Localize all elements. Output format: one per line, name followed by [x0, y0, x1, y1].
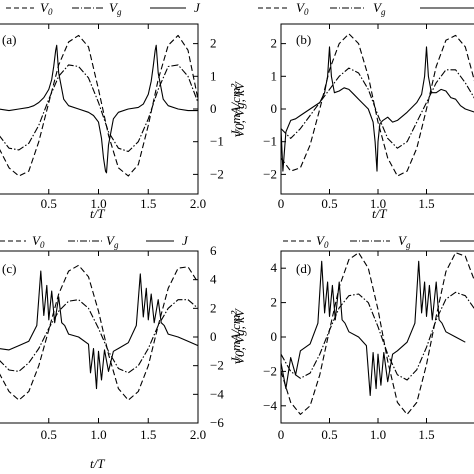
- y-tick-label: 4: [210, 272, 217, 287]
- y-axis-title-d: V0, Vg, kV: [232, 307, 247, 365]
- legend-b-vg-label: Vg: [373, 0, 386, 17]
- legend-d-v0-label: V0: [316, 233, 329, 250]
- y-tick-label: −2: [210, 358, 224, 373]
- x-tick-label: 0.5: [41, 196, 57, 211]
- legend-d-vg-label: Vg: [398, 233, 411, 250]
- series-line-vg: [280, 67, 474, 149]
- y-tick-label: 0: [210, 329, 217, 344]
- ticks-b: 0 0.5 1.0 1.5 2 1 0 −1 −2: [263, 24, 435, 211]
- legend-c-vg-label: Vg: [106, 233, 119, 250]
- x-tick-label: 1.5: [140, 427, 156, 442]
- legend-b-v0-label: V0: [296, 0, 309, 17]
- y-axis-title-c: J, mA/cm²: [228, 310, 243, 363]
- series-line-j: [280, 46, 474, 172]
- legend-a: V0 Vg J: [6, 0, 201, 17]
- series-d: [280, 252, 474, 415]
- panel-label-a: (a): [2, 32, 16, 47]
- y-tick-label: 2: [271, 36, 278, 51]
- legend-c-v0-label: V0: [32, 233, 45, 250]
- x-tick-label: 1.0: [90, 427, 106, 442]
- panel-a: V0 Vg J (a) 0.5 1.0 1.5 2.0 2 1 0 −1 −2 t/T J, m…: [0, 0, 243, 221]
- x-tick-label: 1.5: [140, 196, 156, 211]
- x-tick-label: 2.0: [190, 427, 206, 442]
- x-tick-label: 1.0: [370, 196, 386, 211]
- ticks-a: 0.5 1.0 1.5 2.0 2 1 0 −1 −2: [41, 24, 224, 211]
- legend-c: V0 Vg J: [0, 233, 189, 250]
- legend-d: V0 Vg: [283, 233, 474, 250]
- series-b: [280, 33, 474, 177]
- ticks-d: 0 0.5 1.0 1.5 4 2 0 −2 −4: [263, 251, 435, 442]
- panel-d: V0 Vg (d) 0 0.5 1.0 1.5 4 2 0 −2 −4 V0, Vg, kV: [232, 233, 474, 442]
- panel-b: V0 Vg (b) 0 0.5 1.0 1.5 2 1 0 −1 −2 t/T V0, Vg, …: [232, 0, 474, 221]
- y-tick-label: −2: [263, 166, 277, 181]
- x-tick-label: 0.5: [41, 427, 57, 442]
- series-line-v0: [280, 252, 474, 415]
- y-axis-title-a: J, mA/cm²: [228, 83, 243, 136]
- series-a: [0, 34, 199, 177]
- panel-label-d: (d): [296, 261, 311, 276]
- y-tick-label: −4: [263, 398, 277, 413]
- series-line-j: [0, 270, 199, 390]
- x-tick-label: 1.5: [418, 196, 434, 211]
- series-c: [0, 264, 199, 401]
- legend-a-v0-label: V0: [40, 0, 53, 17]
- x-axis-title-b: t/T: [372, 206, 387, 221]
- y-tick-label: 0: [271, 101, 278, 116]
- series-line-j: [0, 44, 198, 174]
- plot-frame-d: [280, 250, 474, 424]
- y-tick-label: 4: [271, 260, 278, 275]
- y-tick-label: −2: [210, 166, 224, 181]
- series-line-vg: [280, 291, 474, 381]
- series-line-vg: [0, 64, 199, 153]
- y-tick-label: 6: [210, 243, 217, 258]
- x-tick-label: 1.0: [370, 427, 386, 442]
- series-line-v0: [0, 34, 199, 177]
- y-tick-label: 1: [271, 68, 278, 83]
- x-tick-label: 0.5: [321, 427, 337, 442]
- y-tick-label: 2: [210, 36, 217, 51]
- x-axis-title-a: t/T: [90, 206, 105, 221]
- plot-frame-c: [0, 250, 199, 424]
- x-tick-label: 2.0: [190, 196, 206, 211]
- series-line-j: [280, 260, 466, 397]
- panel-label-b: (b): [296, 32, 311, 47]
- y-tick-label: 0: [210, 101, 217, 116]
- x-tick-label: 1.5: [418, 427, 434, 442]
- legend-b: V0 Vg: [258, 0, 474, 17]
- panel-c: V0 Vg J (c) 0.5 1.0 1.5 2.0 6 4 2 0 −2 −4 −6 t/T J…: [0, 233, 243, 471]
- legend-a-j-label: J: [194, 0, 201, 15]
- y-tick-label: 1: [210, 68, 217, 83]
- legend-a-vg-label: Vg: [109, 0, 122, 17]
- x-tick-label: 0.5: [321, 196, 337, 211]
- series-line-v0: [280, 33, 474, 177]
- x-axis-title-c: t/T: [90, 456, 105, 471]
- y-tick-label: −2: [263, 363, 277, 378]
- legend-c-j-label: J: [182, 233, 189, 248]
- y-tick-label: 2: [271, 295, 278, 310]
- x-tick-label: 0: [278, 427, 285, 442]
- series-line-vg: [0, 299, 199, 374]
- y-tick-label: 2: [210, 300, 217, 315]
- y-tick-label: 0: [271, 329, 278, 344]
- ticks-c: 0.5 1.0 1.5 2.0 6 4 2 0 −2 −4 −6: [41, 243, 225, 442]
- panel-label-c: (c): [2, 261, 16, 276]
- y-axis-title-b: V0, Vg, kV: [232, 80, 247, 138]
- y-tick-label: −1: [263, 134, 277, 149]
- series-line-v0: [0, 264, 199, 401]
- x-tick-label: 1.0: [90, 196, 106, 211]
- y-tick-label: −4: [210, 386, 224, 401]
- y-tick-label: −6: [210, 415, 224, 430]
- x-tick-label: 0: [278, 196, 285, 211]
- y-tick-label: −1: [210, 134, 224, 149]
